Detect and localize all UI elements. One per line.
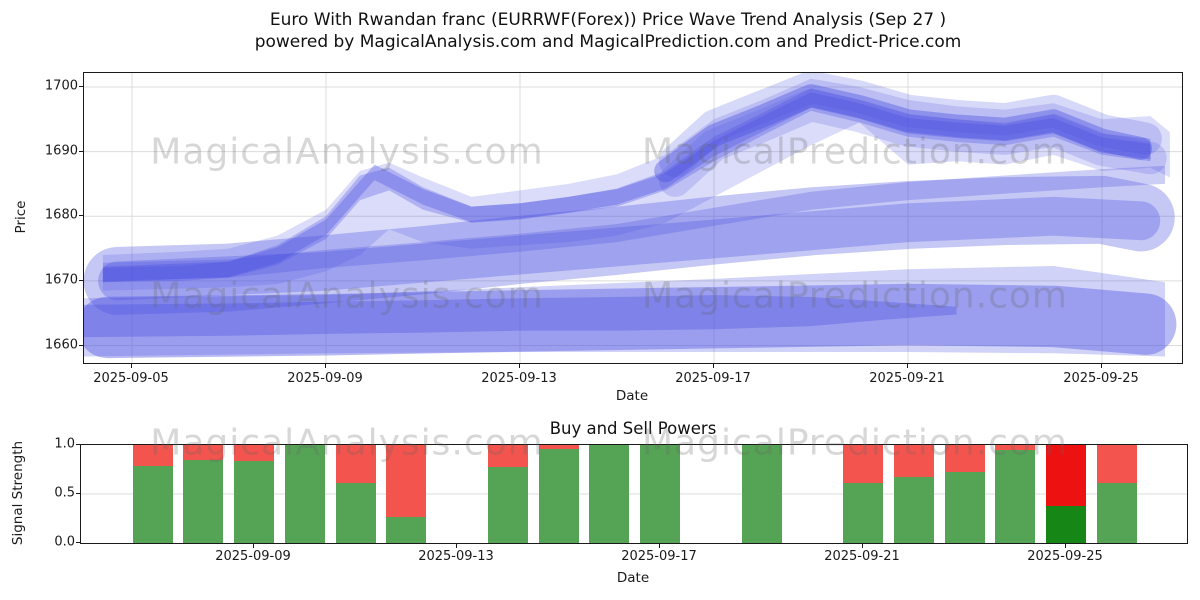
price-x-tick-mark <box>131 364 132 368</box>
sell-bar-segment-2025-09-12 <box>386 445 427 517</box>
price-y-tick-label: 1660 <box>44 337 78 352</box>
buy-bar-segment-2025-09-15 <box>538 448 579 543</box>
sell-bar-segment-2025-09-22 <box>893 445 934 478</box>
buy-bar-segment-2025-09-19 <box>741 445 782 543</box>
price-y-tick-mark <box>79 215 83 217</box>
signal-x-tick-mark <box>253 544 254 548</box>
sell-bar-segment-2025-09-11 <box>335 445 376 484</box>
price-x-tick-label: 2025-09-25 <box>1063 371 1139 386</box>
buy-bar-segment-2025-09-10 <box>284 445 325 543</box>
signal-y-tick-mark <box>76 444 80 445</box>
buy-bar-segment-2025-09-11 <box>335 483 376 543</box>
price-x-axis-label: Date <box>615 388 649 404</box>
price-chart-plot-area <box>83 72 1183 364</box>
price-x-tick-mark <box>907 364 908 368</box>
signal-x-tick-mark <box>1065 544 1066 548</box>
signal-y-tick-label: 0.0 <box>54 534 75 550</box>
buy-bar-segment-2025-09-23 <box>944 472 985 543</box>
signal-x-tick-mark <box>456 544 457 548</box>
signal-x-tick-label: 2025-09-25 <box>1027 549 1103 564</box>
signal-chart-title: Buy and Sell Powers <box>549 419 717 438</box>
price-y-axis-label: Price <box>13 200 29 234</box>
sell-bar-segment-2025-09-14 <box>487 445 528 467</box>
wave-band-mid-pill-light <box>84 175 1175 315</box>
signal-x-tick-label: 2025-09-21 <box>824 549 900 564</box>
signal-chart-plot-area <box>80 444 1188 544</box>
sell-bar-segment-2025-09-24 <box>995 445 1036 450</box>
price-x-tick-label: 2025-09-17 <box>675 371 751 386</box>
price-y-tick-mark <box>79 279 83 281</box>
price-x-tick-label: 2025-09-13 <box>481 371 557 386</box>
signal-x-tick-label: 2025-09-13 <box>418 549 494 564</box>
wave-band-lower-light-fan <box>84 266 1165 357</box>
signal-y-tick-mark <box>76 542 80 543</box>
signal-y-axis-label: Signal Strength <box>10 440 26 546</box>
buy-bar-segment-2025-09-24 <box>995 449 1036 543</box>
sell-bar-segment-2025-09-23 <box>944 445 985 473</box>
buy-bar-segment-2025-09-09 <box>234 460 274 543</box>
wave-band-mid-secondary-band <box>102 165 1165 281</box>
signal-x-axis-label: Date <box>616 570 650 586</box>
sell-bar-segment-2025-09-21 <box>843 445 883 484</box>
wave-band-mid-pill-core <box>98 196 1161 301</box>
price-x-tick-mark <box>325 364 326 368</box>
buy-bar-segment-2025-09-07 <box>132 465 173 543</box>
sell-bar-segment-2025-09-08 <box>183 445 224 460</box>
price-chart-canvas <box>84 73 1182 363</box>
figure-title-line1: Euro With Rwandan franc (EURRWF(Forex)) … <box>269 10 947 30</box>
figure-title: Euro With Rwandan franc (EURRWF(Forex)) … <box>8 9 1200 53</box>
signal-x-tick-label: 2025-09-09 <box>215 549 291 564</box>
price-y-tick-label: 1680 <box>44 207 78 223</box>
price-y-tick-mark <box>79 86 83 87</box>
buy-bar-segment-2025-09-12 <box>386 516 427 543</box>
sell-bar-segment-2025-09-09 <box>234 445 274 461</box>
price-y-tick-label: 1700 <box>44 78 78 94</box>
buy-bar-segment-2025-09-21 <box>843 483 883 543</box>
buy-bar-segment-2025-09-22 <box>893 477 934 543</box>
signal-x-tick-mark <box>862 544 863 548</box>
wave-band-lower-dark-band <box>84 295 957 338</box>
sell-bar-segment-2025-09-15 <box>538 445 579 449</box>
buy-bar-segment-2025-09-26 <box>1096 483 1137 543</box>
wave-band-upper-cluster-high <box>659 73 1162 178</box>
sell-bar-segment-2025-09-26 <box>1096 445 1137 484</box>
price-x-tick-label: 2025-09-05 <box>93 371 169 386</box>
signal-y-tick-label: 1.0 <box>54 436 75 452</box>
sell-bar-segment-2025-09-07 <box>132 445 173 466</box>
signal-x-tick-mark <box>659 544 660 548</box>
signal-x-tick-label: 2025-09-17 <box>621 549 697 564</box>
figure-title-line2: powered by MagicalAnalysis.com and Magic… <box>254 32 962 52</box>
price-x-tick-mark <box>519 364 520 368</box>
buy-bar-segment-2025-09-14 <box>487 466 528 543</box>
wave-band-upper-cluster-low <box>659 88 1167 197</box>
sell-bar-segment-2025-09-25 <box>1046 445 1086 506</box>
signal-y-tick-label: 0.5 <box>54 485 75 501</box>
price-y-tick-label: 1670 <box>44 272 78 288</box>
wave-band-upper-cluster-core <box>654 84 1153 183</box>
wave-band-mountain-band <box>102 88 1151 283</box>
price-y-tick-mark <box>79 150 83 152</box>
price-y-tick-mark <box>79 344 83 346</box>
wave-band-mountain-core <box>102 92 1151 283</box>
signal-y-tick-mark <box>76 493 80 494</box>
price-x-tick-label: 2025-09-21 <box>869 371 945 386</box>
wave-band-lower-pill <box>84 283 1177 359</box>
price-x-tick-label: 2025-09-09 <box>287 371 363 386</box>
buy-bar-segment-2025-09-25 <box>1046 505 1086 543</box>
buy-bar-segment-2025-09-16 <box>589 445 630 543</box>
price-x-tick-mark <box>713 364 714 368</box>
price-y-tick-label: 1690 <box>44 143 78 159</box>
buy-bar-segment-2025-09-08 <box>183 459 224 543</box>
buy-bar-segment-2025-09-17 <box>640 445 680 543</box>
price-x-tick-mark <box>1101 364 1102 368</box>
wave-band-outer-fan <box>102 78 1170 291</box>
